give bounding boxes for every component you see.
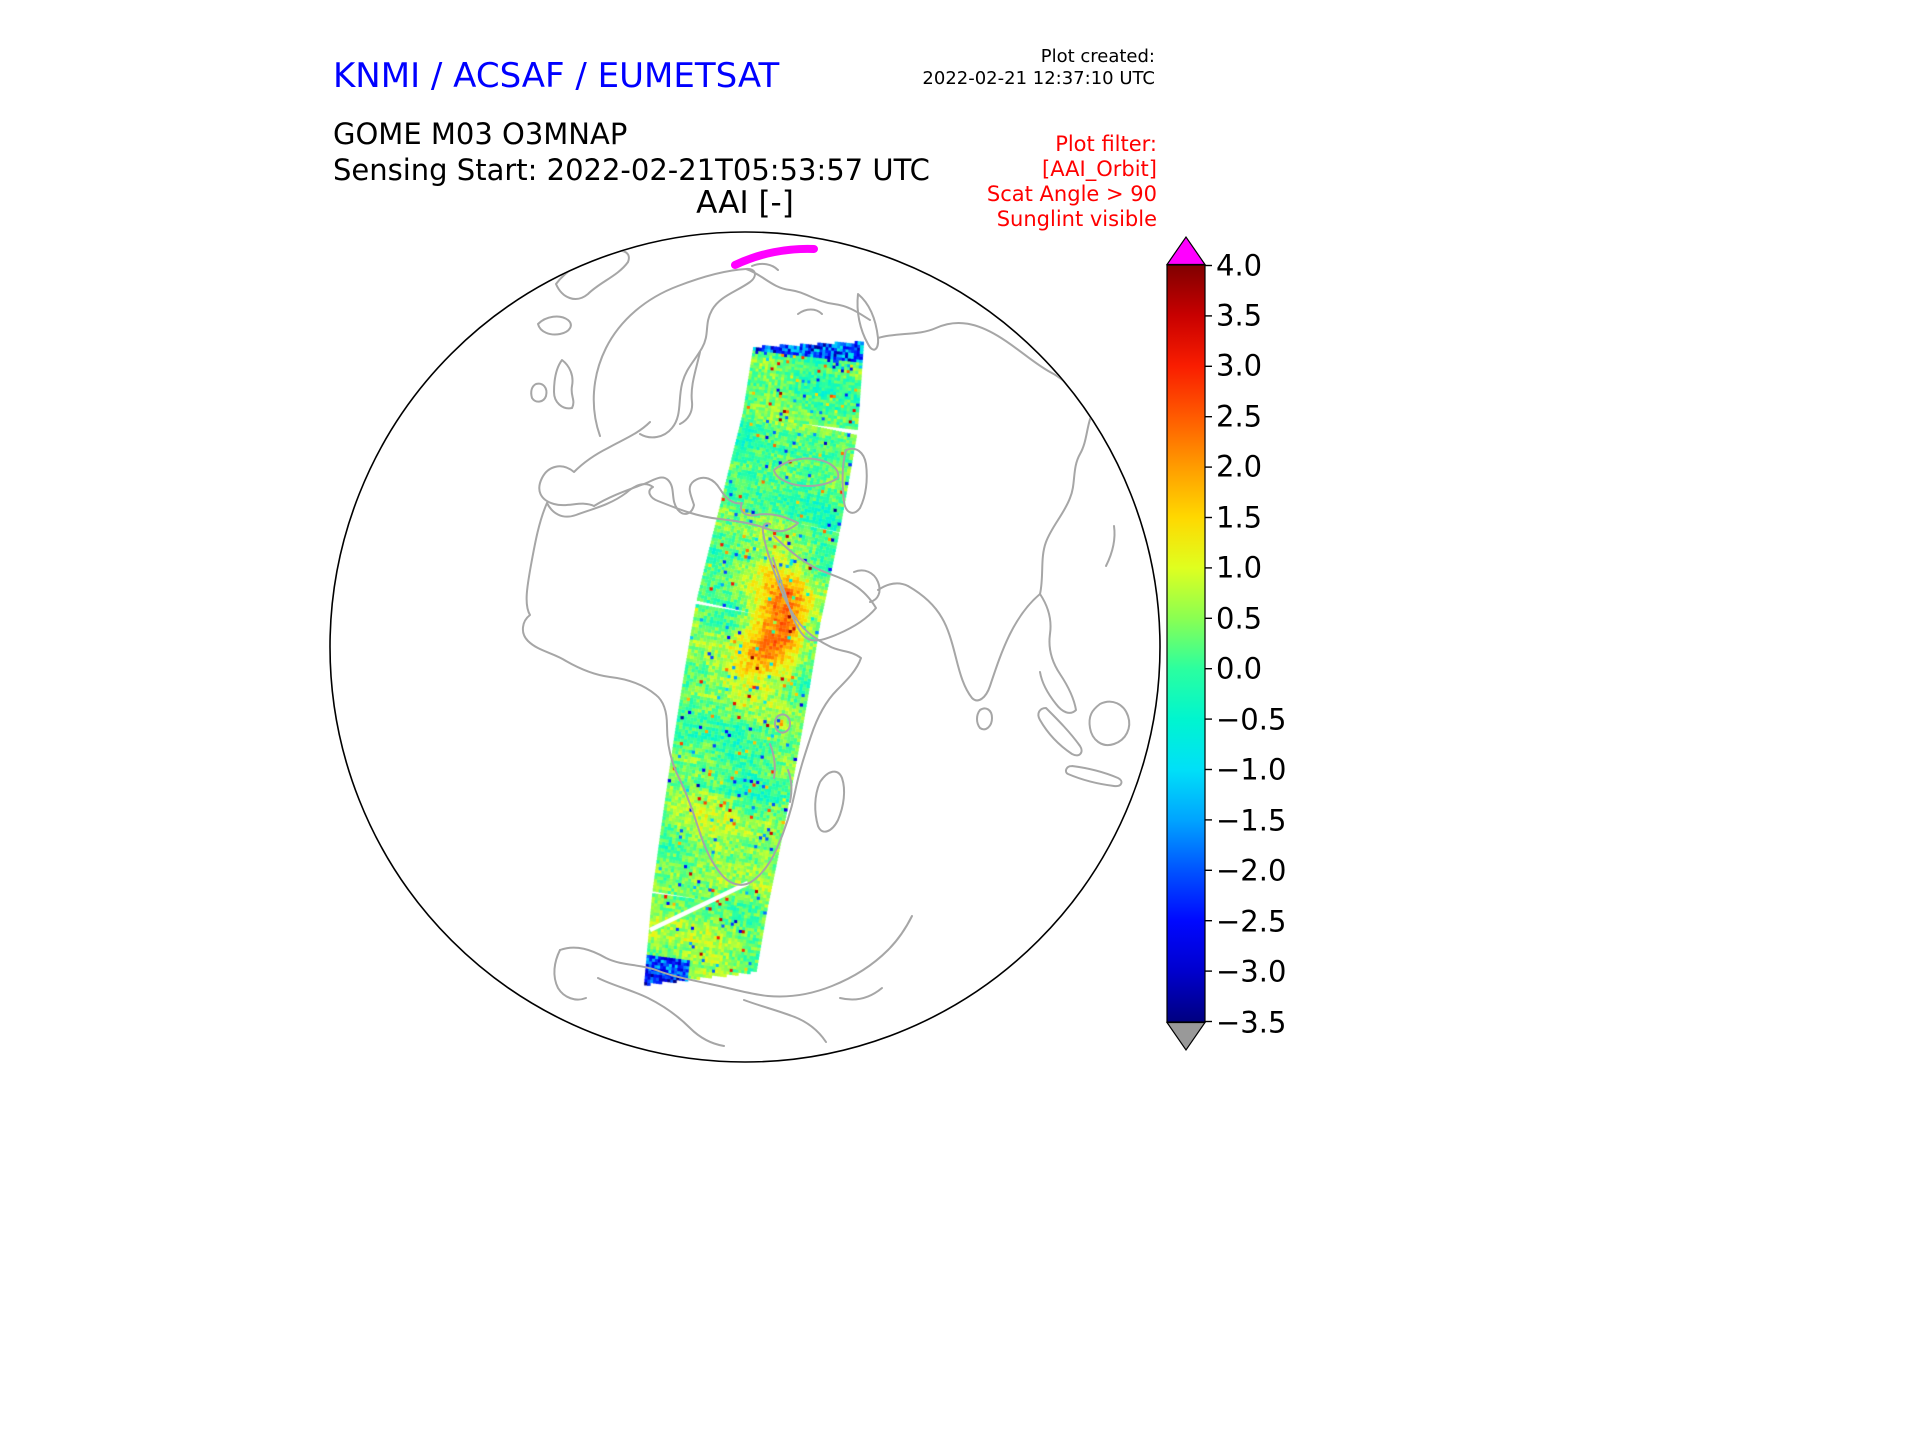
- colorbar-tick-label: −2.0: [1216, 853, 1287, 888]
- colorbar-tick-label: 0.5: [1216, 601, 1263, 636]
- coastline: [1039, 379, 1113, 595]
- coastline: [1113, 384, 1138, 441]
- colorbar-tick-label: 1.5: [1216, 500, 1263, 535]
- coastline: [773, 457, 840, 487]
- colorbar-tick-label: −3.5: [1216, 1005, 1287, 1039]
- colorbar-tick-label: 1.0: [1216, 550, 1263, 585]
- coastline: [1088, 700, 1131, 746]
- coastline: [877, 321, 1083, 403]
- coastline: [592, 267, 756, 439]
- colorbar-ticks: [1205, 264, 1212, 1023]
- coastline: [1064, 765, 1123, 788]
- colorbar-tick-label: 0.0: [1216, 651, 1263, 686]
- coastline: [907, 585, 1041, 702]
- coastline: [743, 999, 827, 1043]
- coastline: [856, 293, 880, 351]
- coastline: [751, 262, 779, 271]
- colorbar-tick-label: −1.5: [1216, 803, 1287, 838]
- plot-filter-block: Plot filter: [AAI_Orbit] Scat Angle > 90…: [987, 132, 1157, 232]
- colorbar: [1165, 235, 1212, 1052]
- plot-created-block: Plot created: 2022-02-21 12:37:10 UTC: [922, 46, 1155, 90]
- plot-created-value: 2022-02-21 12:37:10 UTC: [922, 68, 1155, 89]
- colorbar-body: [1166, 264, 1206, 1023]
- coastline: [877, 582, 909, 591]
- colorbar-over-arrow: [1165, 235, 1207, 266]
- coastline: [538, 421, 651, 507]
- globe-outline: [329, 231, 1161, 1063]
- coastline: [553, 359, 575, 410]
- chart-title: AAI [-]: [696, 185, 794, 221]
- coastline: [597, 977, 725, 1047]
- sensing-start: Sensing Start: 2022-02-21T05:53:57 UTC: [333, 153, 930, 187]
- coastline: [593, 476, 799, 524]
- coastline: [555, 249, 630, 300]
- colorbar-tick-label: −2.5: [1216, 904, 1287, 939]
- coastline: [774, 713, 791, 734]
- coastline: [797, 308, 823, 315]
- colorbar-tick-label: 3.5: [1216, 298, 1263, 333]
- flagged-orbit-segment: [731, 244, 818, 269]
- plot-created-label: Plot created:: [1040, 46, 1155, 67]
- colorbar-tick-label: 2.0: [1216, 449, 1263, 484]
- coastline: [537, 315, 572, 336]
- plot-filter-line: Scat Angle > 90: [986, 182, 1157, 206]
- coastline: [839, 987, 883, 1001]
- coastline: [769, 743, 776, 779]
- coastline: [853, 569, 881, 603]
- coastline: [841, 447, 868, 514]
- coastline: [1037, 707, 1083, 757]
- coastline: [530, 382, 548, 403]
- colorbar-under-arrow: [1165, 1021, 1207, 1052]
- colorbar-tick-label: 4.0: [1216, 248, 1263, 282]
- coastline: [679, 351, 701, 425]
- plot-filter-line: Sunglint visible: [996, 207, 1157, 231]
- coastline: [750, 522, 862, 883]
- colorbar-tick-label: −1.0: [1216, 752, 1287, 787]
- colorbar-tick-label: −0.5: [1216, 702, 1287, 737]
- coastline: [1105, 525, 1116, 567]
- colorbar-tick-label: −3.0: [1216, 954, 1287, 989]
- coastline: [553, 949, 587, 1001]
- coastlines: [522, 249, 1138, 1047]
- product-title: GOME M03 O3MNAP: [333, 117, 628, 151]
- coastline: [976, 707, 993, 731]
- coastline: [772, 535, 877, 642]
- coastline: [559, 915, 913, 998]
- main-title: KNMI / ACSAF / EUMETSAT: [333, 56, 780, 96]
- colorbar-tick-label: 3.0: [1216, 348, 1263, 383]
- coastline: [1039, 593, 1077, 714]
- colorbar-tick-label: 2.5: [1216, 399, 1263, 434]
- plot-filter-line: [AAI_Orbit]: [1042, 157, 1157, 181]
- plot-filter-line: Plot filter:: [1055, 132, 1157, 156]
- coastline: [787, 769, 793, 803]
- coastline: [522, 502, 752, 886]
- coastline: [745, 268, 871, 321]
- coastline: [814, 770, 846, 833]
